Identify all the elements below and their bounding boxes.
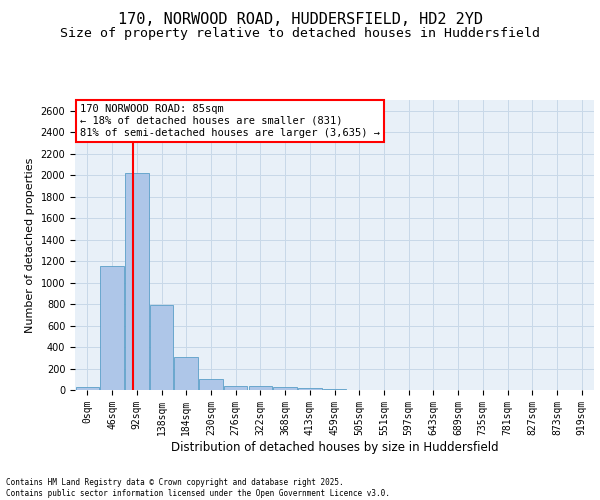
Text: Contains HM Land Registry data © Crown copyright and database right 2025.
Contai: Contains HM Land Registry data © Crown c… xyxy=(6,478,390,498)
Bar xyxy=(298,388,322,390)
X-axis label: Distribution of detached houses by size in Huddersfield: Distribution of detached houses by size … xyxy=(170,440,499,454)
Bar xyxy=(274,387,297,390)
Bar xyxy=(175,357,198,390)
Text: Size of property relative to detached houses in Huddersfield: Size of property relative to detached ho… xyxy=(60,28,540,40)
Bar xyxy=(76,387,99,390)
Text: 170 NORWOOD ROAD: 85sqm
← 18% of detached houses are smaller (831)
81% of semi-d: 170 NORWOOD ROAD: 85sqm ← 18% of detache… xyxy=(80,104,380,138)
Bar xyxy=(100,266,124,390)
Bar xyxy=(224,386,247,390)
Bar xyxy=(150,305,173,390)
Y-axis label: Number of detached properties: Number of detached properties xyxy=(25,158,35,332)
Bar xyxy=(199,380,223,390)
Bar xyxy=(248,386,272,390)
Bar xyxy=(125,173,149,390)
Text: 170, NORWOOD ROAD, HUDDERSFIELD, HD2 2YD: 170, NORWOOD ROAD, HUDDERSFIELD, HD2 2YD xyxy=(118,12,482,28)
